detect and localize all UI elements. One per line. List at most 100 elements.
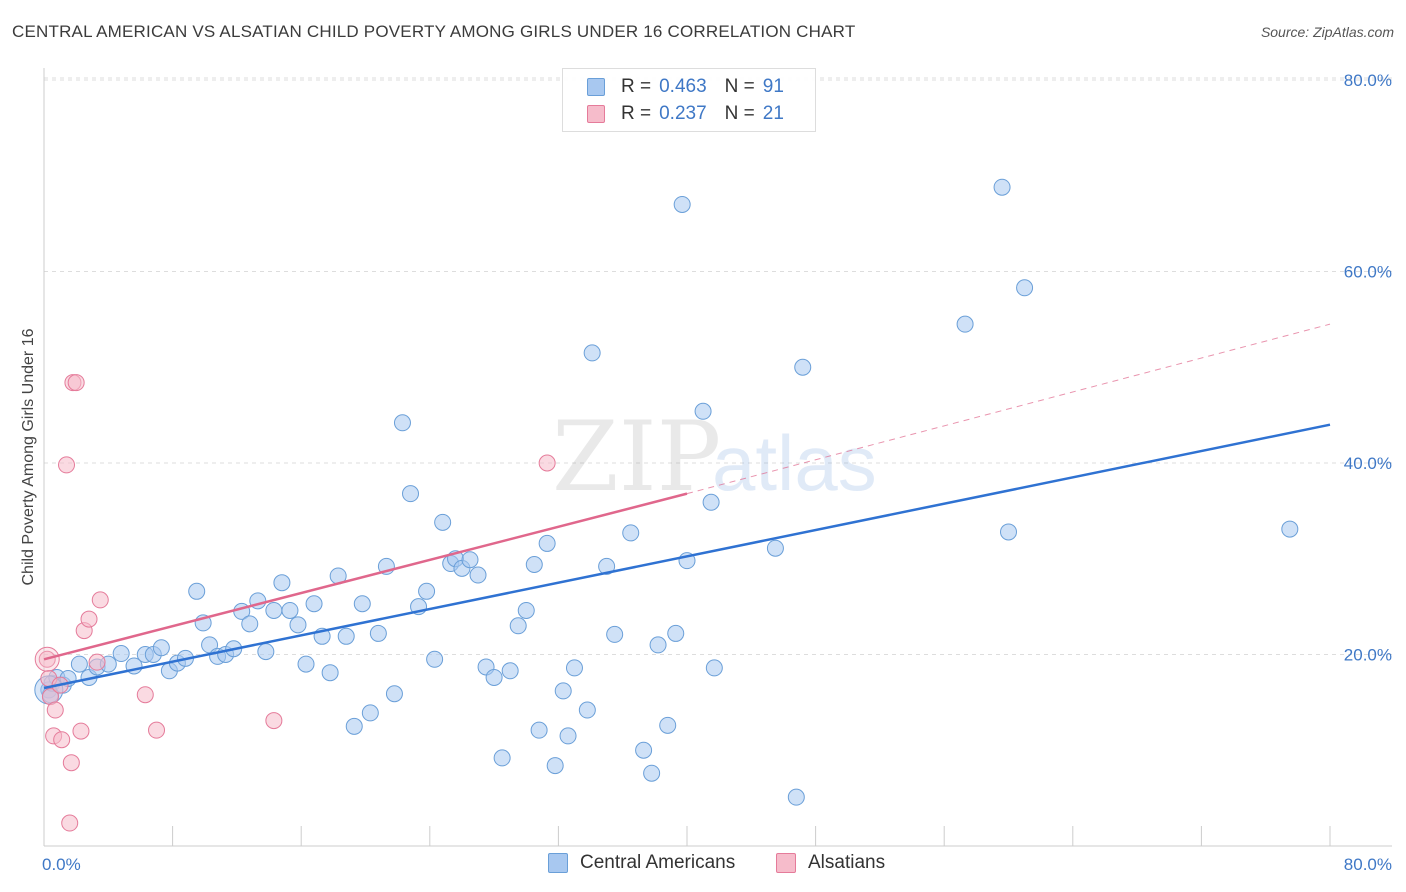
data-point-central-americans — [705, 659, 723, 677]
data-point-central-americans — [289, 616, 307, 634]
data-point-central-americans — [659, 716, 677, 734]
stats-legend-row-central-americans: R = 0.463 N = 91 — [587, 75, 784, 99]
data-point-alsatians — [265, 712, 283, 730]
r-value: 0.463 — [659, 76, 707, 97]
y-tick-label: 40.0% — [1344, 454, 1392, 473]
data-point-alsatians — [62, 754, 80, 772]
data-point-central-americans — [787, 788, 805, 806]
series-legend: Central Americans Alsatians — [0, 852, 1406, 878]
n-label: N = — [724, 103, 755, 124]
data-point-alsatians — [80, 610, 98, 628]
data-point-central-americans — [385, 685, 403, 703]
n-value: 21 — [762, 103, 784, 124]
gridlines — [44, 77, 1392, 655]
data-point-alsatians — [72, 722, 90, 740]
legend-item-alsatians[interactable]: Alsatians — [776, 852, 885, 874]
data-point-central-americans — [281, 601, 299, 619]
legend-swatch-pink — [776, 853, 796, 873]
stats-legend: R = 0.463 N = 91 R = 0.237 N = 21 — [562, 68, 816, 132]
data-point-alsatians — [148, 721, 166, 739]
r-value: 0.237 — [659, 103, 707, 124]
data-point-alsatians — [91, 591, 109, 609]
data-point-alsatians — [46, 701, 64, 719]
legend-item-central-americans[interactable]: Central Americans — [548, 852, 735, 874]
data-point-central-americans — [598, 557, 616, 575]
legend-label: Central Americans — [580, 852, 736, 873]
data-point-central-americans — [702, 493, 720, 511]
data-point-central-americans — [525, 555, 543, 573]
data-point-central-americans — [321, 664, 339, 682]
alsatians-points — [34, 374, 556, 832]
data-point-central-americans — [369, 624, 387, 642]
data-point-central-americans — [501, 662, 519, 680]
data-point-central-americans — [1281, 520, 1299, 538]
data-point-central-americans — [485, 668, 503, 686]
trend-line-central-americans — [43, 423, 1331, 690]
data-point-alsatians — [58, 456, 76, 474]
data-point-central-americans — [673, 195, 691, 213]
watermark-zip: ZIP — [552, 401, 721, 513]
y-tick-label: 60.0% — [1344, 263, 1392, 282]
data-point-central-americans — [426, 650, 444, 668]
x-tick-label: 80.0% — [1344, 855, 1392, 874]
data-point-central-americans — [559, 727, 577, 745]
data-point-central-americans — [361, 704, 379, 722]
data-point-central-americans — [418, 582, 436, 600]
data-point-central-americans — [265, 601, 283, 619]
trend-line-alsatians — [43, 492, 688, 661]
data-point-central-americans — [530, 721, 548, 739]
data-point-central-americans — [188, 582, 206, 600]
n-label: N = — [724, 76, 755, 97]
stats-legend-row-alsatians: R = 0.237 N = 21 — [587, 102, 784, 126]
y-tick-label: 20.0% — [1344, 646, 1392, 665]
r-label: R = — [621, 103, 652, 124]
data-point-central-americans — [546, 757, 564, 775]
data-point-central-americans — [112, 645, 130, 663]
data-point-central-americans — [337, 627, 355, 645]
data-point-central-americans — [993, 178, 1011, 196]
data-point-central-americans — [345, 717, 363, 735]
data-point-alsatians — [67, 374, 85, 392]
data-point-central-americans — [493, 749, 511, 767]
watermark: ZIP atlas — [552, 401, 877, 513]
data-point-central-americans — [667, 624, 685, 642]
data-point-alsatians — [136, 686, 154, 704]
data-point-alsatians — [61, 814, 79, 832]
data-point-central-americans — [766, 539, 784, 557]
data-point-central-americans — [694, 402, 712, 420]
trend-line-alsatians-extrapolated — [686, 323, 1331, 495]
y-tick-label: 80.0% — [1344, 71, 1392, 90]
data-point-central-americans — [509, 617, 527, 635]
data-point-central-americans — [273, 574, 291, 592]
watermark-atlas: atlas — [712, 419, 877, 507]
source-label: Source: ZipAtlas.com — [1260, 24, 1394, 40]
data-point-central-americans — [956, 315, 974, 333]
central-americans-points — [34, 178, 1299, 806]
y-axis-label: Child Poverty Among Girls Under 16 — [20, 328, 37, 585]
data-point-central-americans — [517, 601, 535, 619]
data-point-alsatians — [538, 454, 556, 472]
data-point-central-americans — [257, 643, 275, 661]
data-point-central-americans — [622, 524, 640, 542]
data-point-central-americans — [152, 639, 170, 657]
data-point-central-americans — [578, 701, 596, 719]
data-point-central-americans — [1000, 523, 1017, 541]
data-point-central-americans — [297, 655, 315, 673]
x-tick-label: 0.0% — [42, 855, 81, 874]
r-label: R = — [621, 76, 652, 97]
data-point-central-americans — [353, 595, 371, 613]
n-value: 91 — [762, 76, 784, 97]
tick-labels: 20.0% 40.0% 60.0% 80.0% 0.0% 80.0% — [42, 71, 1392, 874]
legend-swatch-blue — [587, 78, 605, 96]
data-point-central-americans — [538, 534, 556, 552]
chart-title: CENTRAL AMERICAN VS ALSATIAN CHILD POVER… — [12, 22, 856, 41]
data-point-central-americans — [649, 636, 667, 654]
data-point-central-americans — [241, 615, 259, 633]
axes — [43, 68, 1392, 847]
data-point-central-americans — [434, 513, 452, 531]
data-point-alsatians — [53, 731, 71, 749]
data-point-central-americans — [635, 741, 653, 759]
legend-swatch-blue — [548, 853, 568, 873]
data-point-central-americans — [643, 764, 661, 782]
